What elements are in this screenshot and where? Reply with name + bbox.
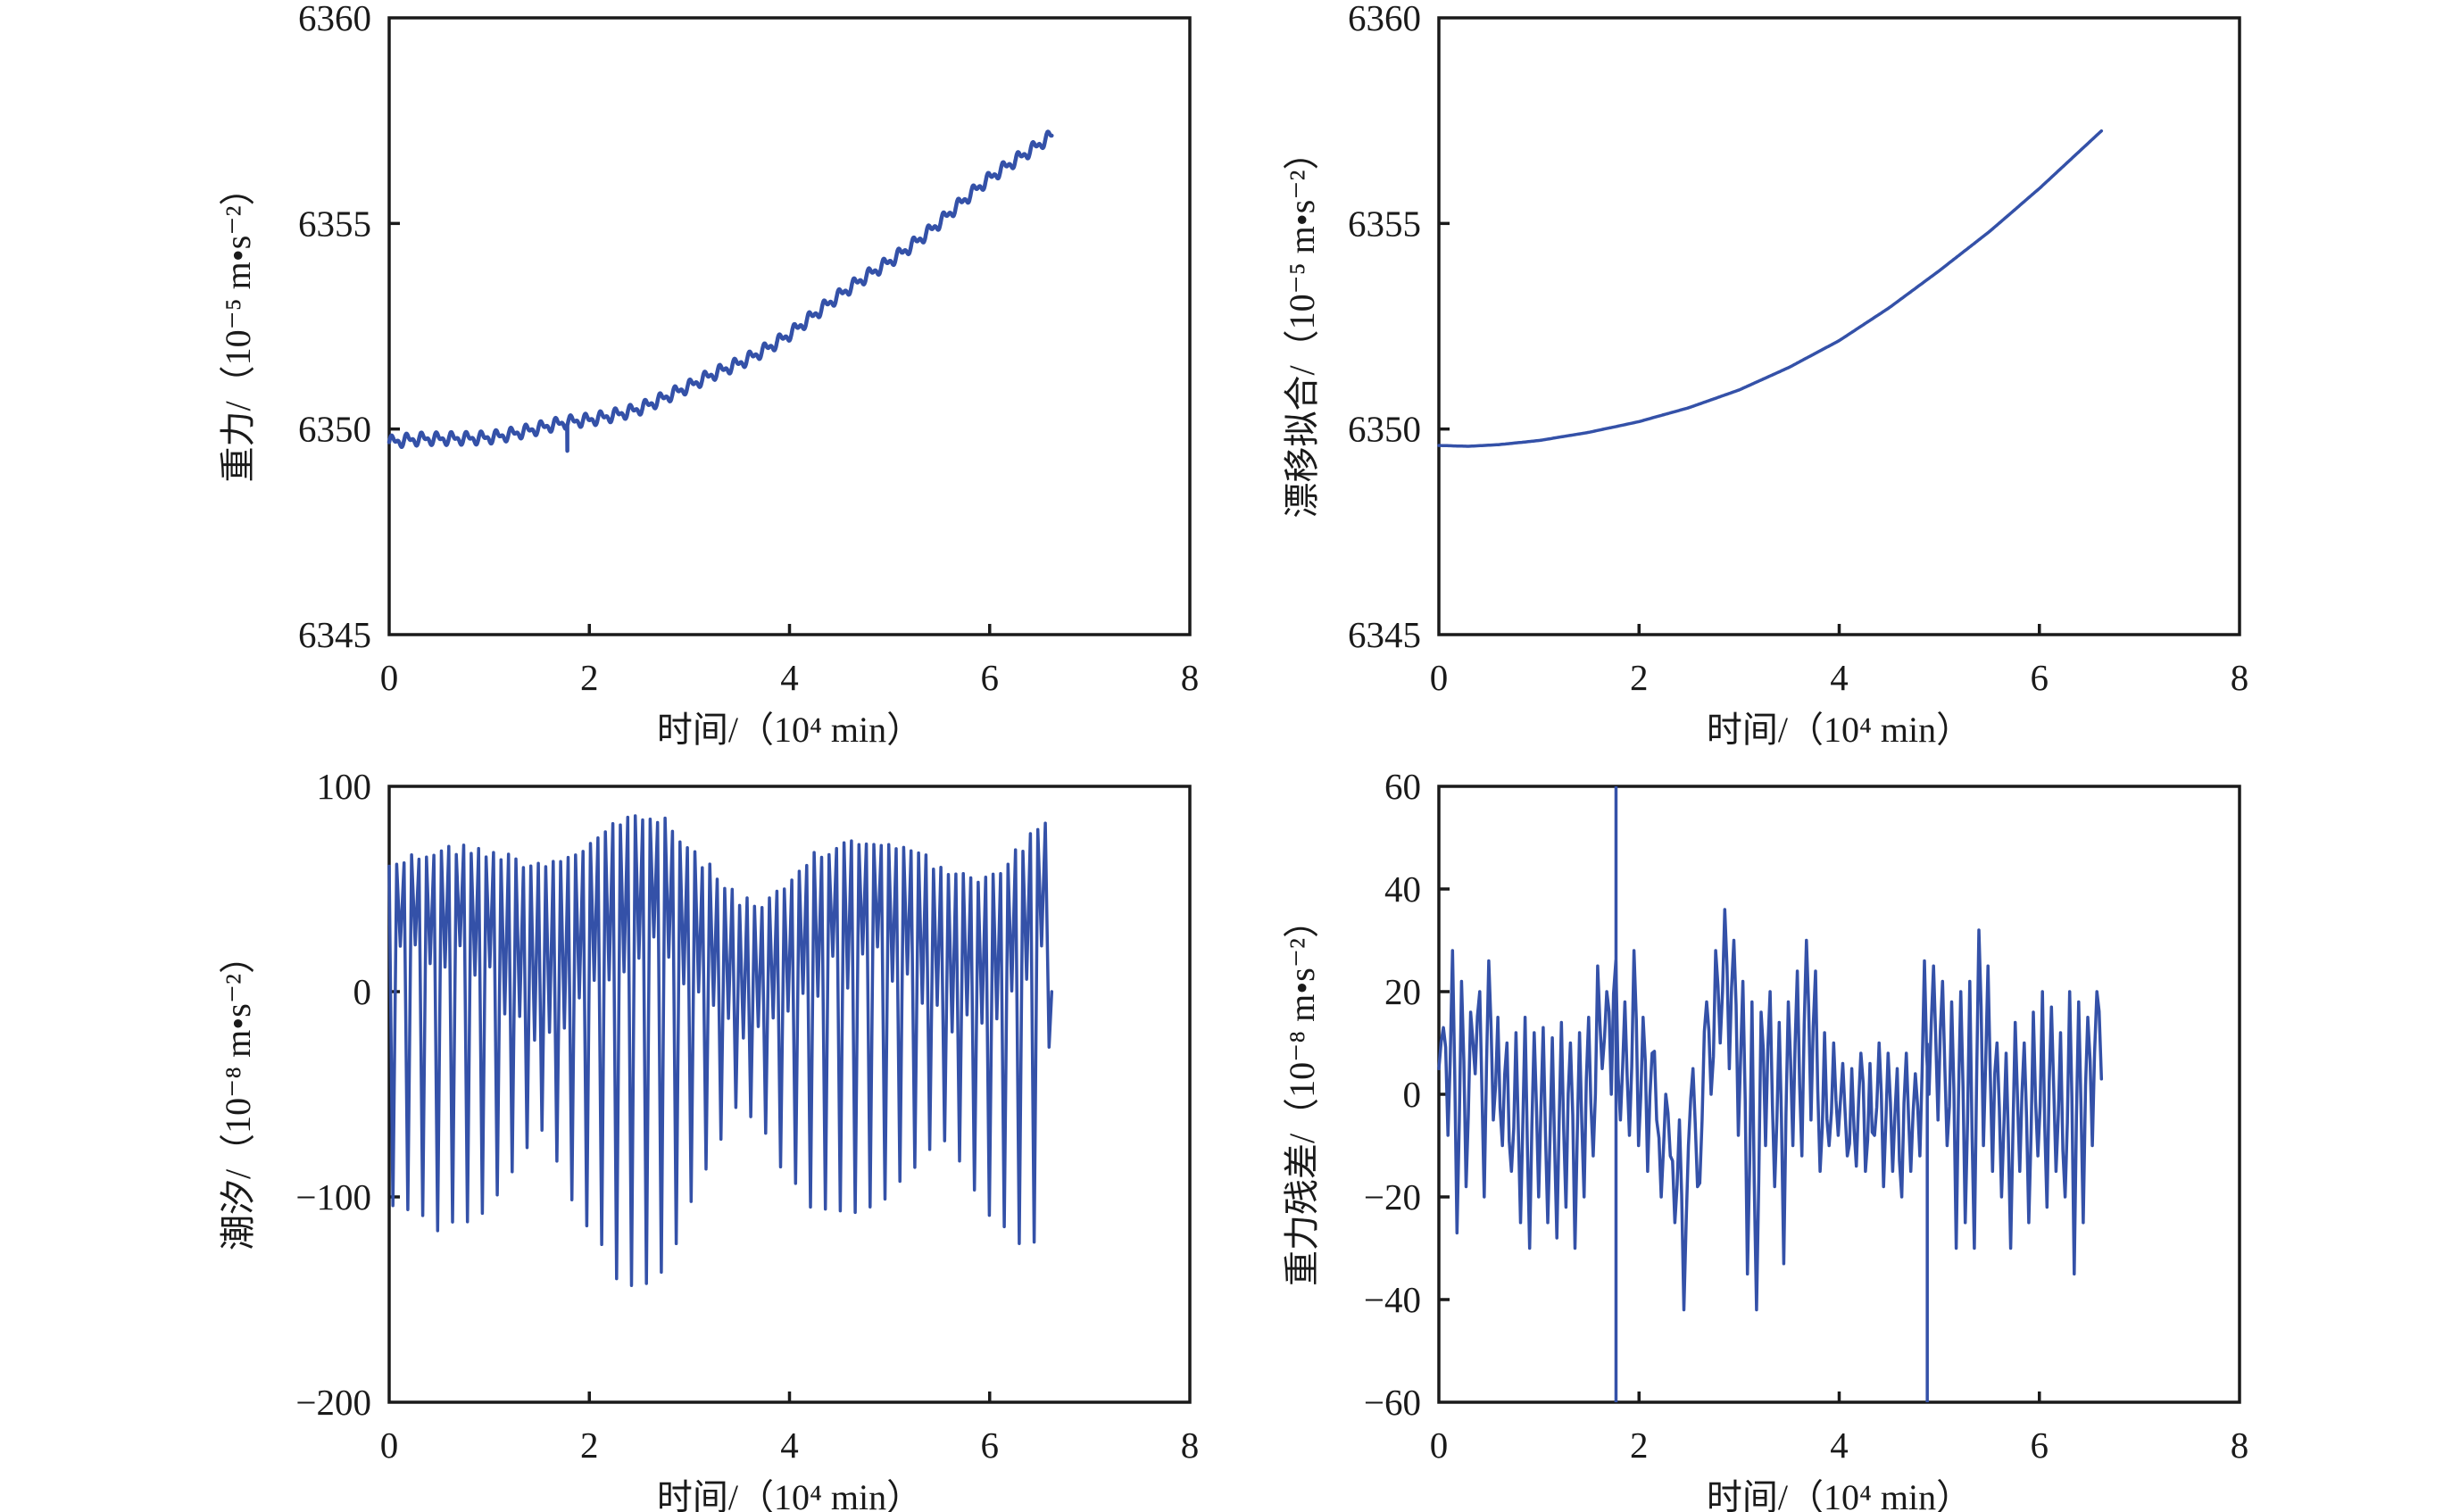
y-tick-label: 6360: [298, 0, 371, 38]
chart-gravity: 0 2 4 6 8 6345 6350 6355 6360 时间/（10⁴ min） 重力/（1…: [218, 0, 1199, 750]
y-tick-label: 6345: [1348, 614, 1421, 655]
x-tick-label: 6: [981, 657, 1000, 698]
x-tick-label: 2: [1630, 657, 1649, 698]
x-tick-label: 4: [780, 657, 799, 698]
y-axis-label: 重力残差/（10⁻⁸ m•s⁻²）: [1282, 902, 1322, 1286]
x-tick-label: 4: [780, 1425, 799, 1466]
y-axis-label: 潮汐/（10⁻⁸ m•s⁻²）: [218, 938, 258, 1250]
x-tick-label: 6: [2031, 657, 2049, 698]
y-tick-label: 6350: [298, 409, 371, 450]
chart-drift-fit: 0 2 4 6 8 6345 6350 6355 6360 时间/（10⁴ min） 漂移拟合/…: [1282, 0, 2248, 750]
x-axis-label: 时间/（10⁴ min）: [657, 710, 922, 750]
x-tick-label: 8: [2231, 1425, 2249, 1466]
x-tick-label: 8: [1181, 1425, 1200, 1466]
chart-tide: 0 2 4 6 8 −200 −100 0 100 时间/（10⁴ min） 潮汐/（10⁻⁸ …: [218, 766, 1199, 1512]
y-tick-label: −200: [295, 1382, 371, 1423]
x-tick-label: 0: [1430, 1425, 1449, 1466]
x-tick-label: 0: [380, 657, 399, 698]
ticks: 0 2 4 6 8 6345 6350 6355 6360: [298, 0, 1199, 698]
x-axis-label: 时间/（10⁴ min）: [1707, 1477, 1972, 1512]
series-line-tide: [387, 814, 1054, 1287]
x-tick-label: 2: [580, 657, 599, 698]
y-tick-label: 6350: [1348, 409, 1421, 450]
y-tick-label: −40: [1364, 1279, 1421, 1320]
series-line-drift-fit: [1437, 129, 2104, 448]
ticks: 0 2 4 6 8 −60 −40 −20 0 20 40 60: [1364, 766, 2248, 1466]
y-axis-label: 漂移拟合/（10⁻⁵ m•s⁻²）: [1282, 135, 1322, 519]
y-tick-label: −100: [295, 1176, 371, 1217]
y-tick-label: 6355: [298, 203, 371, 244]
series-line-residual: [1437, 908, 2104, 1312]
x-axis-label: 时间/（10⁴ min）: [657, 1477, 922, 1512]
chart-residual: 0 2 4 6 8 −60 −40 −20 0 20 40 60 时间/（10⁴ min） 重力残差/…: [1282, 766, 2248, 1512]
y-tick-label: −20: [1364, 1176, 1421, 1217]
x-tick-label: 6: [981, 1425, 1000, 1466]
y-tick-label: 0: [1403, 1074, 1422, 1115]
y-tick-label: 40: [1384, 868, 1421, 910]
y-tick-label: 0: [353, 971, 372, 1012]
y-tick-label: −60: [1364, 1382, 1421, 1423]
ticks: 0 2 4 6 8 6345 6350 6355 6360: [1348, 0, 2248, 698]
x-tick-label: 6: [2031, 1425, 2049, 1466]
y-tick-label: 20: [1384, 971, 1421, 1012]
x-tick-label: 2: [580, 1425, 599, 1466]
series-line-gravity: [386, 129, 1054, 453]
x-tick-label: 8: [2231, 657, 2249, 698]
x-tick-label: 4: [1830, 1425, 1849, 1466]
x-tick-label: 0: [380, 1425, 399, 1466]
y-tick-label: 6355: [1348, 203, 1421, 244]
y-tick-label: 6345: [298, 614, 371, 655]
x-tick-label: 2: [1630, 1425, 1649, 1466]
y-axis-label: 重力/（10⁻⁵ m•s⁻²）: [218, 170, 258, 483]
x-tick-label: 8: [1181, 657, 1200, 698]
x-tick-label: 0: [1430, 657, 1449, 698]
plot-frame: [387, 16, 1192, 636]
plot-frame: [1437, 16, 2241, 636]
y-tick-label: 6360: [1348, 0, 1421, 38]
x-axis-label: 时间/（10⁴ min）: [1707, 710, 1972, 750]
y-tick-label: 60: [1384, 766, 1421, 807]
x-tick-label: 4: [1830, 657, 1849, 698]
residual-spikes: [1614, 786, 1929, 1402]
y-tick-label: 100: [317, 766, 372, 807]
ticks: 0 2 4 6 8 −200 −100 0 100: [295, 766, 1199, 1466]
